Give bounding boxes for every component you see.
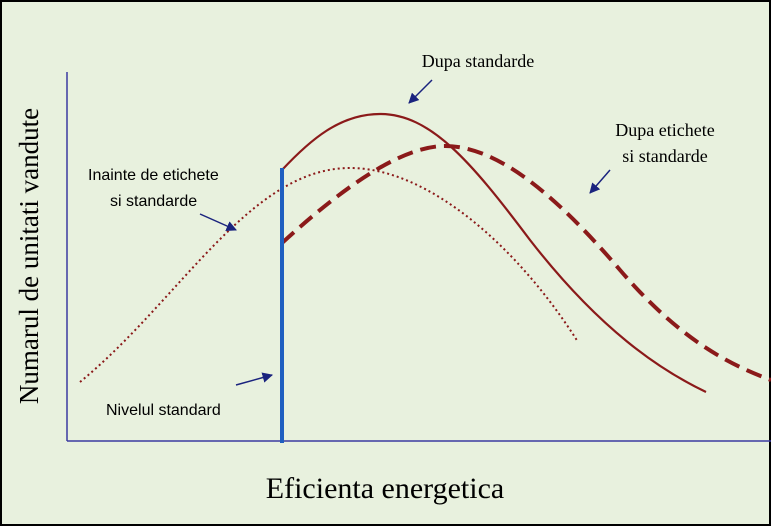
annotation: Nivelul standard <box>106 402 221 419</box>
arrow <box>589 169 611 194</box>
arrow <box>408 79 433 104</box>
arrow <box>235 372 274 386</box>
annotation: si standarde <box>622 146 707 166</box>
annotation: si standarde <box>110 193 197 210</box>
curve-after-standards <box>281 112 707 393</box>
curve-before <box>79 166 579 383</box>
arrow <box>199 213 237 231</box>
annotation: Inainte de etichete <box>88 167 219 184</box>
y-axis-label: Numarul de unitati vandute <box>14 108 44 404</box>
annotation: Dupa etichete <box>615 120 714 140</box>
curve-after-labels-standards <box>280 143 771 382</box>
annotation: Dupa standarde <box>422 51 534 71</box>
x-axis-label: Eficienta energetica <box>266 472 504 505</box>
